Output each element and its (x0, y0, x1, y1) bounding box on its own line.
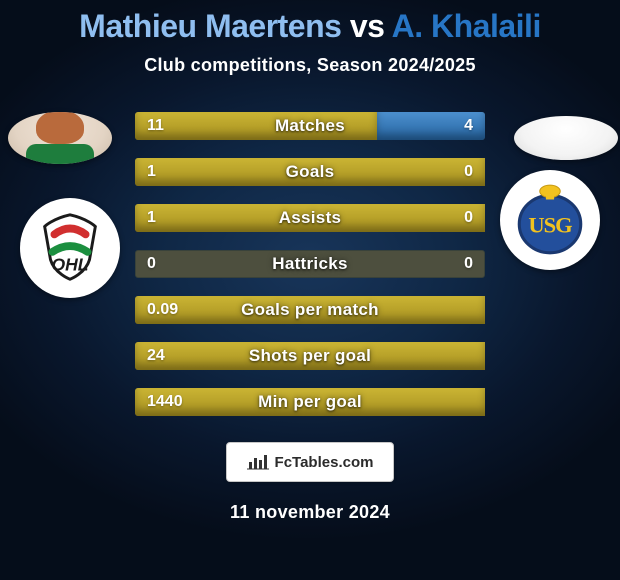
stat-value-left: 1 (147, 163, 156, 181)
stat-value-left: 0.09 (147, 301, 178, 319)
stat-value-right: 0 (464, 209, 473, 227)
stat-value-left: 24 (147, 347, 165, 365)
player1-name: Mathieu Maertens (79, 8, 341, 44)
stat-value-right: 0 (464, 255, 473, 273)
barchart-icon (247, 453, 269, 471)
subtitle: Club competitions, Season 2024/2025 (144, 55, 476, 76)
stat-row: 1 0 Goals (135, 158, 485, 186)
stat-label: Goals (286, 162, 335, 182)
stat-row: 0 0 Hattricks (135, 250, 485, 278)
player2-name: A. Khalaili (392, 8, 541, 44)
stat-value-left: 0 (147, 255, 156, 273)
stat-row: 1 0 Assists (135, 204, 485, 232)
stat-label: Matches (275, 116, 345, 136)
stat-value-left: 1440 (147, 393, 183, 411)
stat-label: Goals per match (241, 300, 379, 320)
stat-row: 11 4 Matches (135, 112, 485, 140)
stat-value-right: 0 (464, 163, 473, 181)
stat-row: 1440 Min per goal (135, 388, 485, 416)
stat-row: 24 Shots per goal (135, 342, 485, 370)
stat-label: Hattricks (272, 254, 347, 274)
stat-row: 0.09 Goals per match (135, 296, 485, 324)
stat-bars: 11 4 Matches 1 0 Goals 1 0 Assists 0 0 Hattricks 0.0… (8, 112, 612, 416)
stat-value-left: 1 (147, 209, 156, 227)
vs-label: vs (350, 8, 385, 44)
stat-value-left: 11 (147, 117, 164, 135)
date-label: 11 november 2024 (230, 502, 390, 523)
page-title: Mathieu Maertens vs A. Khalaili (79, 8, 541, 45)
content-root: Mathieu Maertens vs A. Khalaili Club com… (0, 0, 620, 580)
stat-label: Min per goal (258, 392, 362, 412)
brand-label: FcTables.com (275, 454, 374, 471)
stat-label: Shots per goal (249, 346, 371, 366)
stat-value-right: 4 (464, 117, 473, 135)
brand-badge: FcTables.com (226, 442, 394, 482)
stat-label: Assists (279, 208, 342, 228)
